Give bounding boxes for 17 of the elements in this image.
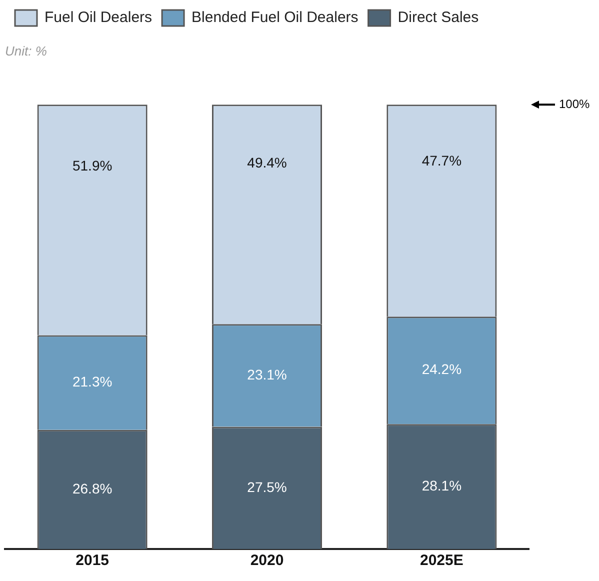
text: 100% (559, 96, 590, 111)
x-tick-label: 2020 (250, 552, 284, 570)
legend-label: Direct Sales (398, 9, 479, 26)
data-label: 24.2% (422, 361, 462, 378)
x-tick-label: 2015 (76, 552, 110, 570)
legend-label: Blended Fuel Oil Dealers (192, 9, 358, 26)
data-label: 47.7% (422, 152, 462, 169)
data-label: 28.1% (422, 477, 462, 494)
x-tick-label: 2025E (420, 552, 464, 570)
data-label: 49.4% (247, 154, 287, 171)
data-label: 27.5% (247, 478, 287, 495)
data-label: 23.1% (247, 366, 287, 382)
chart-subtitle: Unit: % (5, 43, 47, 58)
legend-label: Fuel Oil Dealers (44, 9, 152, 26)
data-label: 51.9% (72, 158, 112, 174)
data-label: 26.8% (72, 480, 112, 496)
data-label: 21.3% (72, 373, 112, 390)
